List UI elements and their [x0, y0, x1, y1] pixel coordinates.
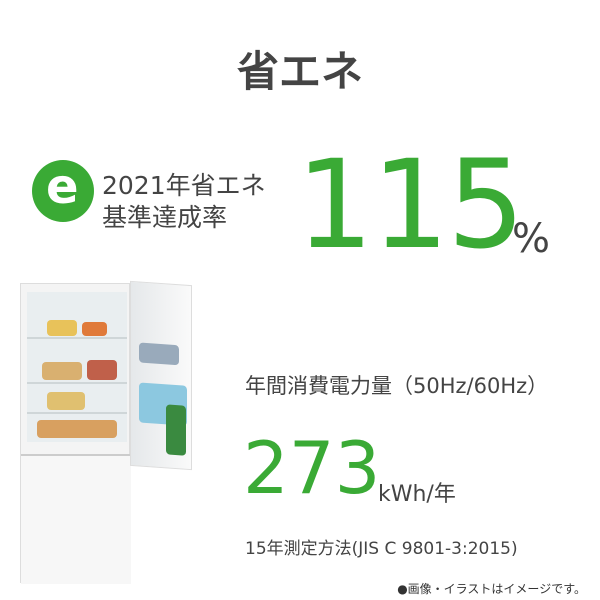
- badge-line2: 基準達成率: [102, 203, 228, 232]
- page-title: 省エネ: [236, 47, 363, 96]
- badge-line1: 2021年省エネ: [102, 171, 266, 200]
- annual-consumption-unit: kWh/年: [378, 482, 456, 507]
- logo-letter: e: [46, 159, 79, 215]
- achievement-unit: %: [512, 216, 551, 262]
- energy-saving-logo-icon: e: [32, 160, 94, 222]
- refrigerator-image: [20, 280, 192, 590]
- image-disclaimer: ●画像・イラストはイメージです。: [397, 582, 586, 596]
- fridge-door: [130, 280, 192, 471]
- annual-consumption-value: 273: [243, 426, 381, 510]
- fridge-interior: [27, 292, 127, 442]
- freezer-drawer: [21, 454, 131, 584]
- measurement-method: 15年測定方法(JIS C 9801-3:2015): [245, 539, 518, 559]
- fridge-body: [20, 283, 131, 584]
- annual-consumption-label: 年間消費電力量（50Hz/60Hz）: [245, 374, 549, 398]
- achievement-value: 115: [296, 134, 525, 276]
